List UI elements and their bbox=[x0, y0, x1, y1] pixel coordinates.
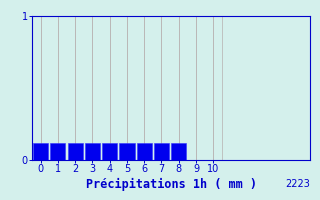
Bar bbox=[33, 143, 48, 160]
Bar bbox=[102, 143, 117, 160]
Bar bbox=[85, 143, 100, 160]
Text: 2223: 2223 bbox=[285, 179, 310, 189]
Bar bbox=[119, 143, 134, 160]
Bar bbox=[137, 143, 152, 160]
Bar bbox=[50, 143, 66, 160]
Bar bbox=[171, 143, 186, 160]
Bar bbox=[154, 143, 169, 160]
Bar bbox=[68, 143, 83, 160]
X-axis label: Précipitations 1h ( mm ): Précipitations 1h ( mm ) bbox=[86, 178, 257, 191]
